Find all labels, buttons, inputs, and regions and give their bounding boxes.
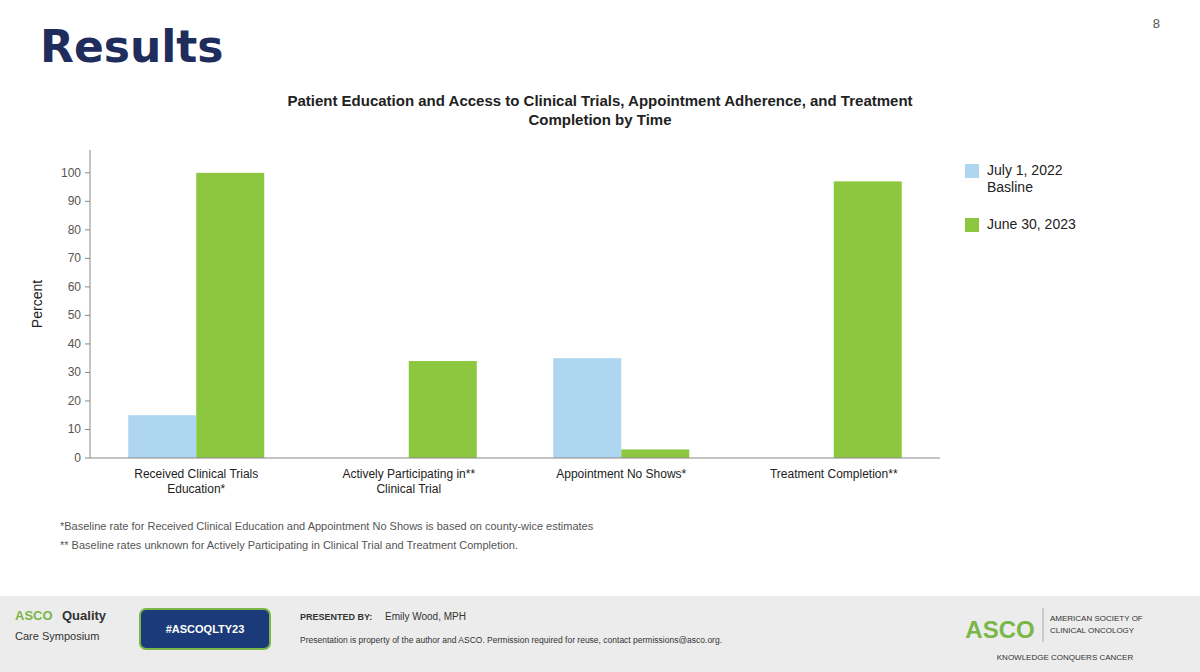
- y-tick-label: 20: [68, 394, 82, 408]
- bar: [553, 358, 621, 458]
- bar: [621, 449, 689, 458]
- footer-logo-text: AMERICAN SOCIETY OF: [1050, 614, 1143, 623]
- y-tick: [85, 286, 90, 287]
- footer-divider: [1043, 608, 1044, 642]
- bar: [834, 181, 902, 458]
- bars: [128, 173, 902, 458]
- presenter-label: PRESENTED BY:: [300, 612, 372, 622]
- background: [0, 0, 1200, 672]
- y-tick-label: 10: [68, 422, 82, 436]
- footer-logo: ASCO: [965, 616, 1034, 643]
- x-tick-label: Actively Participating in**Clinical Tria…: [342, 467, 475, 496]
- footnote: ** Baseline rates unknown for Actively P…: [60, 539, 518, 551]
- footer-brand: Care Symposium: [15, 630, 99, 642]
- y-axis-label: Percent: [29, 280, 45, 328]
- y-tick: [85, 201, 90, 202]
- footer-tagline: KNOWLEDGE CONQUERS CANCER: [997, 653, 1134, 662]
- heading: Results: [40, 21, 224, 72]
- y-axis-line: [90, 150, 91, 458]
- y-tick-label: 50: [68, 308, 82, 322]
- legend: July 1, 2022Basline June 30, 2023: [965, 162, 1076, 232]
- y-tick: [85, 315, 90, 316]
- hashtag: #ASCOQLTY23: [166, 623, 245, 635]
- bar: [409, 361, 477, 458]
- y-tick: [85, 372, 90, 373]
- y-tick-label: 30: [68, 365, 82, 379]
- legend-swatch: [965, 164, 979, 178]
- y-tick: [85, 458, 90, 459]
- y-tick: [85, 172, 90, 173]
- y-tick: [85, 343, 90, 344]
- presenter: Emily Wood, MPH: [385, 611, 466, 622]
- y-tick-label: 100: [61, 166, 81, 180]
- bar: [128, 415, 196, 458]
- x-tick-label: Appointment No Shows*: [556, 467, 686, 481]
- footer-brand: ASCO: [15, 608, 53, 623]
- footer: [0, 596, 1200, 672]
- hashtag-box: [140, 609, 270, 649]
- legend-label: July 1, 2022Basline: [987, 162, 1063, 195]
- legend-swatch: [965, 218, 979, 232]
- permission-note: Presentation is property of the author a…: [300, 635, 722, 645]
- y-tick: [85, 229, 90, 230]
- y-tick-label: 40: [68, 337, 82, 351]
- chart-title: Patient Education and Access to Clinical…: [287, 92, 912, 128]
- y-tick-label: 80: [68, 223, 82, 237]
- legend-label: June 30, 2023: [987, 216, 1076, 232]
- x-axis-line: [90, 458, 940, 459]
- bar: [196, 173, 264, 458]
- y-tick-label: 90: [68, 194, 82, 208]
- footer-brand: Quality: [62, 608, 107, 623]
- y-tick: [85, 429, 90, 430]
- y-tick-label: 0: [74, 451, 81, 465]
- footer-logo-text: CLINICAL ONCOLOGY: [1050, 626, 1135, 635]
- y-tick-label: 70: [68, 251, 82, 265]
- x-tick-label: Received Clinical TrialsEducation*: [134, 467, 258, 496]
- page-number: 8: [1153, 16, 1160, 31]
- y-tick-label: 60: [68, 280, 82, 294]
- footnote: *Baseline rate for Received Clinical Edu…: [60, 520, 594, 532]
- page: Results 8 Patient Education and Access to …: [0, 0, 1200, 672]
- x-tick-label: Treatment Completion**: [770, 467, 898, 481]
- y-tick: [85, 258, 90, 259]
- y-tick: [85, 400, 90, 401]
